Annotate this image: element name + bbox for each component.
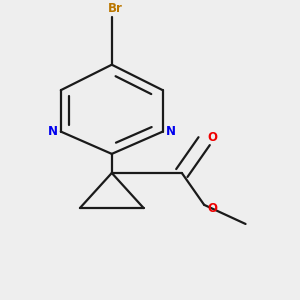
Text: N: N [166,125,176,138]
Text: N: N [48,125,58,138]
Text: O: O [207,202,217,214]
Text: Br: Br [107,2,122,16]
Text: O: O [207,131,217,145]
